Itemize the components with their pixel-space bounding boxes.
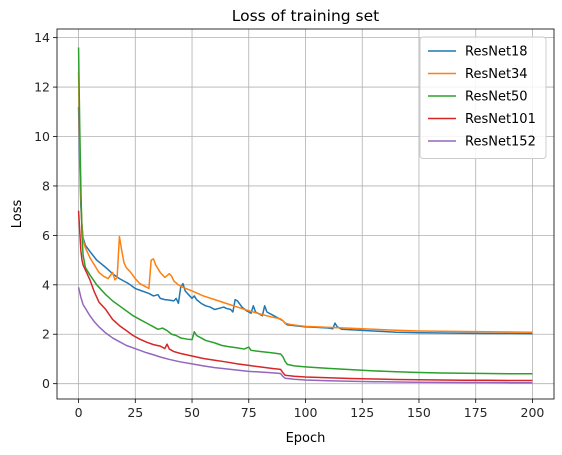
legend-label-resnet152: ResNet152	[465, 135, 536, 150]
y-tick-label: 6	[42, 228, 50, 243]
series-lines	[77, 47, 533, 384]
series-line-resnet101	[77, 210, 533, 382]
y-axis-ticks: 0 2 4 6 8 10 12 14	[34, 30, 57, 391]
x-tick-label: 25	[127, 405, 143, 420]
legend-label-resnet50: ResNet50	[465, 90, 528, 105]
legend-label-resnet101: ResNet101	[465, 112, 536, 127]
y-tick-label: 2	[42, 327, 50, 342]
legend-label-resnet18: ResNet18	[465, 45, 528, 60]
x-axis-label: Epoch	[286, 431, 326, 446]
y-tick-label: 4	[42, 277, 50, 292]
legend-box	[419, 36, 547, 159]
y-tick-label: 10	[34, 129, 50, 144]
series-line-resnet34	[77, 72, 533, 334]
chart-title: Loss of training set	[232, 7, 379, 25]
legend-label-resnet34: ResNet34	[465, 67, 528, 82]
series-line-resnet50	[77, 47, 533, 375]
legend: ResNet18 ResNet34 ResNet50 ResNet101 ResNet1…	[419, 36, 547, 159]
y-tick-label: 12	[34, 80, 50, 95]
y-tick-label: 0	[42, 376, 50, 391]
x-tick-label: 100	[294, 405, 318, 420]
x-tick-label: 150	[407, 405, 431, 420]
series-line-resnet18	[77, 106, 533, 335]
y-tick-label: 8	[42, 178, 50, 193]
x-tick-label: 0	[75, 405, 83, 420]
x-tick-label: 125	[350, 405, 374, 420]
series-line-resnet152	[77, 287, 533, 384]
y-axis-label: Loss	[10, 200, 25, 229]
y-tick-label: 14	[34, 30, 50, 45]
x-axis-ticks: 0 25 50 75 100 125 150 175 200	[75, 399, 545, 420]
x-tick-label: 200	[521, 405, 545, 420]
x-tick-label: 50	[184, 405, 200, 420]
x-tick-label: 175	[464, 405, 488, 420]
x-tick-label: 75	[241, 405, 257, 420]
